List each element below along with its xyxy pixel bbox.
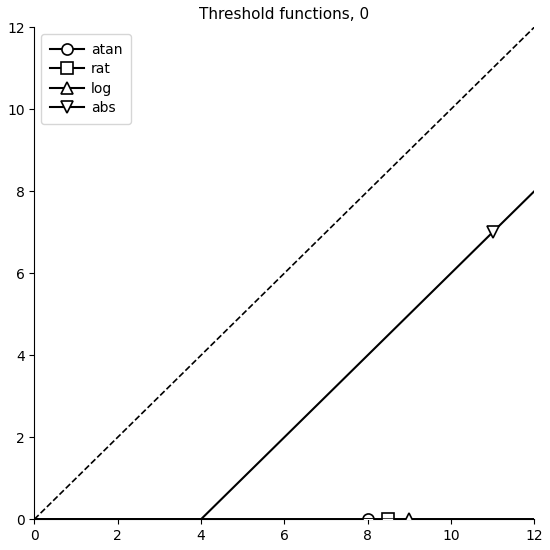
atan [244,516,251,522]
abs [223,491,229,498]
atan [223,516,229,522]
rat [31,516,37,522]
Line: atan: atan [29,514,540,525]
Legend: atan, rat, log, abs: atan, rat, log, abs [41,34,131,124]
log [88,516,95,522]
log [521,516,527,522]
rat [223,516,229,522]
log [531,516,537,522]
Line: abs: abs [29,186,540,525]
log [118,516,124,522]
abs [531,188,537,195]
abs [468,251,474,257]
Line: log: log [29,514,540,525]
rat [521,516,527,522]
abs [244,470,251,477]
atan [31,516,37,522]
atan [531,516,537,522]
atan [468,516,474,522]
log [468,516,474,522]
rat [468,516,474,522]
rat [531,516,537,522]
rat [88,516,95,522]
abs [521,197,527,204]
Title: Threshold functions, 0: Threshold functions, 0 [199,7,370,22]
abs [88,516,95,522]
atan [118,516,124,522]
log [31,516,37,522]
abs [31,516,37,522]
Line: rat: rat [29,514,540,525]
atan [88,516,95,522]
log [244,516,251,522]
rat [118,516,124,522]
log [223,516,229,522]
rat [244,516,251,522]
atan [521,516,527,522]
abs [118,516,124,522]
